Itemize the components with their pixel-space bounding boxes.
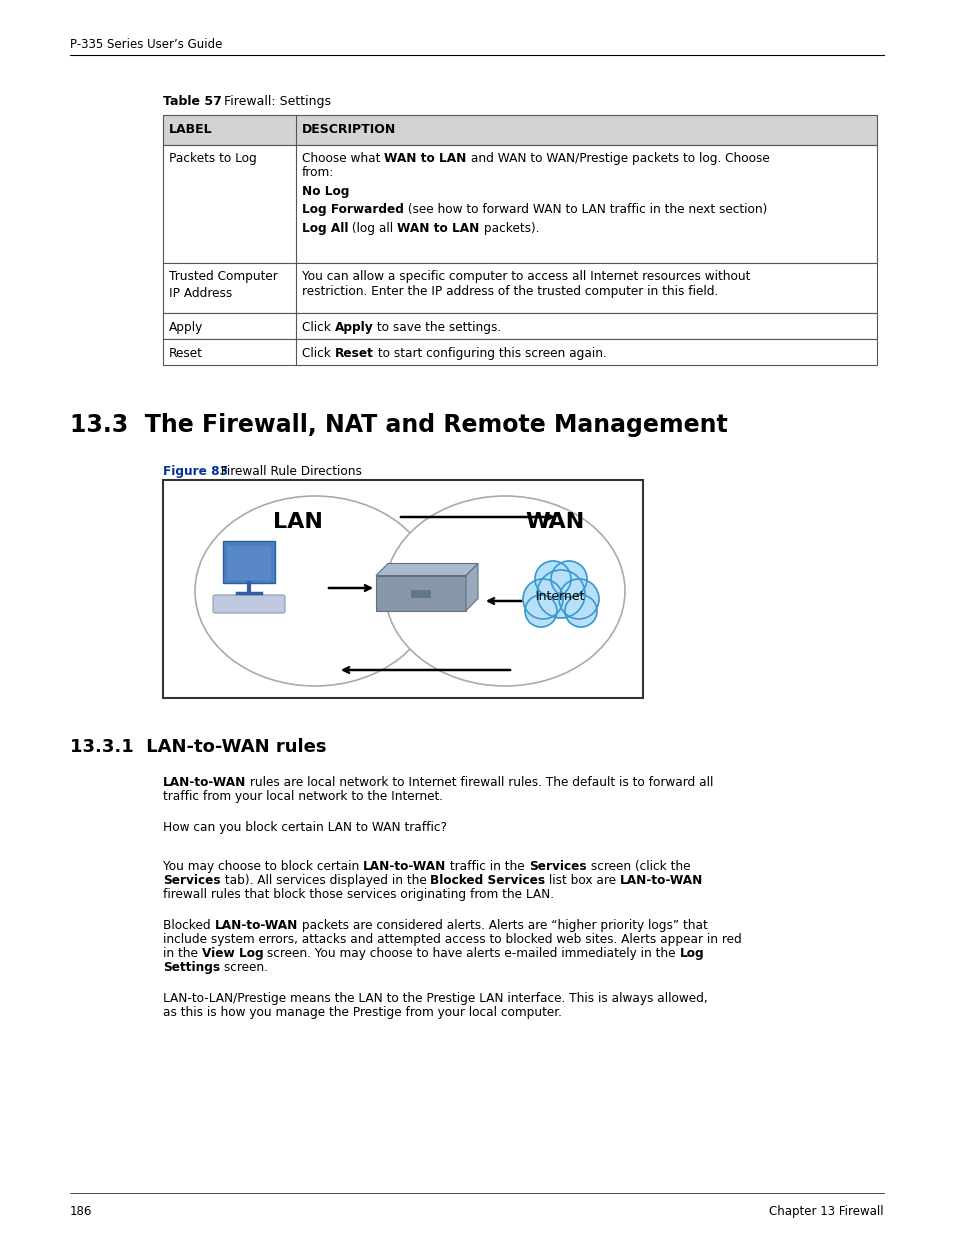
Text: Firewall Rule Directions: Firewall Rule Directions (213, 466, 361, 478)
Polygon shape (375, 576, 465, 610)
Text: screen.: screen. (220, 961, 268, 974)
Circle shape (551, 561, 586, 597)
Circle shape (522, 579, 562, 619)
Ellipse shape (194, 496, 435, 685)
Bar (411, 590, 431, 598)
Text: rules are local network to Internet firewall rules. The default is to forward al: rules are local network to Internet fire… (246, 776, 713, 789)
Text: LAN-to-LAN/Prestige means the LAN to the Prestige LAN interface. This is always : LAN-to-LAN/Prestige means the LAN to the… (163, 992, 707, 1004)
Text: screen. You may choose to have alerts e-mailed immediately in the: screen. You may choose to have alerts e-… (263, 947, 679, 960)
Bar (163, 115, 876, 144)
Text: LAN-to-WAN: LAN-to-WAN (619, 874, 703, 887)
Circle shape (535, 561, 571, 597)
Text: Blocked: Blocked (163, 919, 214, 931)
Polygon shape (375, 563, 477, 576)
Circle shape (564, 595, 597, 627)
Text: WAN: WAN (524, 513, 583, 532)
Text: DESCRIPTION: DESCRIPTION (302, 124, 395, 136)
Text: LAN-to-WAN: LAN-to-WAN (163, 776, 246, 789)
Text: Chapter 13 Firewall: Chapter 13 Firewall (768, 1205, 883, 1218)
Text: tab). All services displayed in the: tab). All services displayed in the (220, 874, 430, 887)
Circle shape (537, 571, 584, 618)
Text: Trusted Computer
IP Address: Trusted Computer IP Address (169, 270, 277, 300)
Text: traffic from your local network to the Internet.: traffic from your local network to the I… (163, 790, 442, 803)
Text: Click: Click (302, 321, 335, 333)
Text: 186: 186 (70, 1205, 92, 1218)
Text: No Log: No Log (302, 185, 349, 199)
Text: Figure 83: Figure 83 (163, 466, 228, 478)
Text: LAN: LAN (273, 513, 322, 532)
Text: in the: in the (163, 947, 201, 960)
Text: Log Forwarded: Log Forwarded (302, 203, 403, 216)
Bar (163, 312, 876, 338)
Text: traffic in the: traffic in the (446, 860, 529, 873)
Text: Log All: Log All (302, 221, 348, 235)
Text: WAN to LAN: WAN to LAN (397, 221, 479, 235)
Text: to save the settings.: to save the settings. (373, 321, 501, 333)
Text: Apply: Apply (169, 321, 203, 333)
Text: Packets to Log: Packets to Log (169, 152, 256, 165)
Text: (see how to forward WAN to LAN traffic in the next section): (see how to forward WAN to LAN traffic i… (403, 203, 766, 216)
Bar (163, 480, 642, 698)
Text: Services: Services (163, 874, 220, 887)
Text: include system errors, attacks and attempted access to blocked web sites. Alerts: include system errors, attacks and attem… (163, 932, 741, 946)
Bar (223, 541, 274, 583)
Text: 13.3.1  LAN-to-WAN rules: 13.3.1 LAN-to-WAN rules (70, 739, 326, 756)
Text: Firewall: Settings: Firewall: Settings (215, 95, 331, 107)
Text: (log all: (log all (348, 221, 397, 235)
Text: Reset: Reset (169, 347, 203, 359)
Text: firewall rules that block those services originating from the LAN.: firewall rules that block those services… (163, 888, 554, 902)
Polygon shape (465, 563, 477, 610)
Text: You can allow a specific computer to access all Internet resources without: You can allow a specific computer to acc… (302, 270, 750, 283)
Bar (163, 263, 876, 312)
Text: View Log: View Log (201, 947, 263, 960)
Text: WAN to LAN: WAN to LAN (384, 152, 466, 165)
FancyBboxPatch shape (213, 595, 285, 613)
Text: LAN-to-WAN: LAN-to-WAN (214, 919, 297, 931)
Text: restriction. Enter the IP address of the trusted computer in this field.: restriction. Enter the IP address of the… (302, 284, 718, 298)
Text: Blocked Services: Blocked Services (430, 874, 545, 887)
Bar (227, 546, 271, 580)
Text: Table 57: Table 57 (163, 95, 222, 107)
Text: P-335 Series User’s Guide: P-335 Series User’s Guide (70, 38, 222, 51)
Circle shape (524, 595, 557, 627)
Text: list box are: list box are (545, 874, 619, 887)
Circle shape (558, 579, 598, 619)
Text: LABEL: LABEL (169, 124, 213, 136)
Text: Log: Log (679, 947, 703, 960)
Ellipse shape (385, 496, 624, 685)
Text: Settings: Settings (163, 961, 220, 974)
Text: How can you block certain LAN to WAN traffic?: How can you block certain LAN to WAN tra… (163, 821, 447, 834)
Bar (163, 144, 876, 263)
Text: LAN-to-WAN: LAN-to-WAN (363, 860, 446, 873)
Text: 13.3  The Firewall, NAT and Remote Management: 13.3 The Firewall, NAT and Remote Manage… (70, 412, 727, 437)
Text: Click: Click (302, 347, 335, 359)
Text: Choose what: Choose what (302, 152, 384, 165)
Text: Services: Services (529, 860, 586, 873)
Text: from:: from: (302, 167, 334, 179)
Text: and WAN to WAN/Prestige packets to log. Choose: and WAN to WAN/Prestige packets to log. … (466, 152, 768, 165)
Bar (163, 338, 876, 366)
Text: You may choose to block certain: You may choose to block certain (163, 860, 363, 873)
Text: packets are considered alerts. Alerts are “higher priority logs” that: packets are considered alerts. Alerts ar… (297, 919, 707, 931)
Text: as this is how you manage the Prestige from your local computer.: as this is how you manage the Prestige f… (163, 1005, 561, 1019)
Text: Reset: Reset (335, 347, 374, 359)
Text: Internet: Internet (536, 589, 585, 603)
Text: to start configuring this screen again.: to start configuring this screen again. (374, 347, 606, 359)
Text: Apply: Apply (335, 321, 373, 333)
Text: packets).: packets). (479, 221, 538, 235)
Text: screen (click the: screen (click the (586, 860, 689, 873)
